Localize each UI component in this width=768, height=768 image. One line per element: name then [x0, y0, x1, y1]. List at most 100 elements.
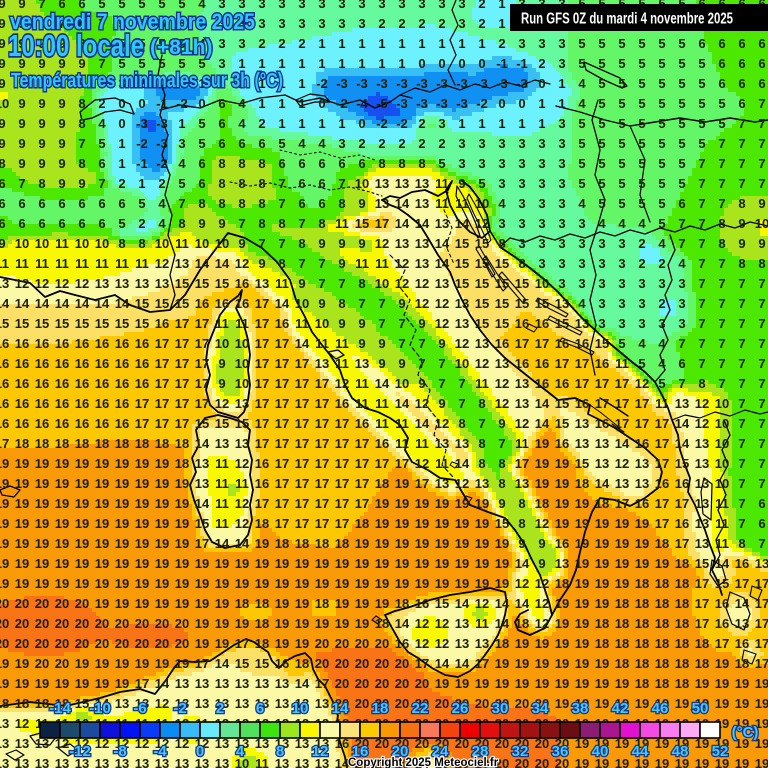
svg-text:19: 19 — [35, 456, 49, 471]
svg-text:3: 3 — [618, 296, 625, 311]
svg-text:4: 4 — [618, 216, 626, 231]
svg-text:17: 17 — [355, 476, 369, 491]
svg-text:5: 5 — [658, 216, 665, 231]
svg-text:4: 4 — [578, 96, 586, 111]
svg-text:16: 16 — [55, 416, 69, 431]
svg-text:5: 5 — [618, 136, 625, 151]
svg-text:-3: -3 — [436, 96, 448, 111]
svg-text:0: 0 — [418, 56, 425, 71]
svg-text:9: 9 — [18, 136, 25, 151]
svg-text:17: 17 — [255, 436, 269, 451]
svg-text:16: 16 — [95, 336, 109, 351]
svg-text:17: 17 — [255, 296, 269, 311]
svg-text:16: 16 — [535, 316, 549, 331]
svg-text:16: 16 — [35, 416, 49, 431]
svg-text:3: 3 — [558, 56, 565, 71]
svg-text:16: 16 — [555, 336, 569, 351]
svg-text:1: 1 — [318, 56, 325, 71]
svg-text:19: 19 — [35, 536, 49, 551]
svg-text:19: 19 — [15, 516, 29, 531]
svg-text:7: 7 — [498, 436, 505, 451]
svg-text:7: 7 — [718, 356, 725, 371]
svg-text:3: 3 — [578, 236, 585, 251]
svg-text:12: 12 — [635, 376, 649, 391]
svg-text:15: 15 — [455, 276, 469, 291]
svg-text:8: 8 — [198, 196, 205, 211]
svg-text:19: 19 — [155, 496, 169, 511]
svg-text:5: 5 — [598, 176, 605, 191]
svg-text:12: 12 — [75, 276, 89, 291]
svg-text:13: 13 — [515, 376, 529, 391]
svg-text:13: 13 — [155, 276, 169, 291]
svg-text:17: 17 — [175, 356, 189, 371]
svg-text:19: 19 — [35, 476, 49, 491]
svg-text:11: 11 — [75, 256, 89, 271]
svg-text:16: 16 — [55, 376, 69, 391]
svg-text:5: 5 — [638, 356, 645, 371]
svg-text:6: 6 — [38, 196, 45, 211]
svg-text:9: 9 — [238, 236, 245, 251]
svg-text:3: 3 — [558, 116, 565, 131]
svg-text:3: 3 — [618, 256, 625, 271]
svg-text:1: 1 — [258, 56, 265, 71]
svg-text:7: 7 — [338, 276, 345, 291]
svg-text:5: 5 — [578, 176, 585, 191]
svg-text:7: 7 — [358, 296, 365, 311]
svg-text:3: 3 — [458, 156, 465, 171]
svg-text:7: 7 — [278, 196, 285, 211]
svg-text:1: 1 — [498, 0, 505, 11]
svg-text:15: 15 — [475, 276, 489, 291]
svg-text:6: 6 — [0, 176, 6, 191]
svg-text:7: 7 — [698, 296, 705, 311]
svg-text:7: 7 — [398, 336, 405, 351]
svg-text:1: 1 — [138, 176, 145, 191]
svg-text:13: 13 — [635, 456, 649, 471]
svg-text:16: 16 — [335, 396, 349, 411]
svg-text:3: 3 — [518, 176, 525, 191]
svg-text:17: 17 — [295, 436, 309, 451]
svg-text:11: 11 — [375, 256, 389, 271]
svg-text:17: 17 — [415, 476, 429, 491]
svg-text:1: 1 — [358, 36, 365, 51]
svg-text:17: 17 — [315, 476, 329, 491]
svg-text:7: 7 — [758, 416, 765, 431]
svg-text:-3: -3 — [376, 76, 388, 91]
svg-text:3: 3 — [558, 236, 565, 251]
svg-text:7: 7 — [738, 396, 745, 411]
svg-text:1: 1 — [338, 56, 345, 71]
svg-text:6: 6 — [738, 96, 745, 111]
svg-text:-3: -3 — [416, 96, 428, 111]
svg-text:7: 7 — [738, 136, 745, 151]
svg-text:19: 19 — [575, 496, 589, 511]
svg-text:19: 19 — [555, 456, 569, 471]
svg-text:10: 10 — [0, 96, 9, 111]
svg-text:18: 18 — [155, 436, 169, 451]
svg-text:8: 8 — [478, 396, 485, 411]
svg-text:3: 3 — [538, 136, 545, 151]
svg-text:2: 2 — [418, 136, 425, 151]
svg-text:-2: -2 — [476, 96, 488, 111]
svg-text:19: 19 — [115, 476, 129, 491]
svg-text:17: 17 — [675, 496, 689, 511]
svg-text:3: 3 — [538, 256, 545, 271]
svg-text:3: 3 — [458, 16, 465, 31]
svg-text:12: 12 — [415, 396, 429, 411]
svg-text:17: 17 — [275, 416, 289, 431]
svg-text:19: 19 — [0, 456, 9, 471]
svg-text:11: 11 — [615, 356, 629, 371]
svg-text:5: 5 — [678, 136, 685, 151]
svg-text:9: 9 — [0, 36, 6, 51]
svg-text:16: 16 — [555, 436, 569, 451]
svg-text:7: 7 — [178, 196, 185, 211]
svg-text:7: 7 — [738, 436, 745, 451]
svg-text:11: 11 — [235, 476, 249, 491]
svg-text:16: 16 — [135, 336, 149, 351]
svg-text:11: 11 — [215, 496, 229, 511]
svg-text:8: 8 — [518, 516, 525, 531]
svg-text:6: 6 — [278, 156, 285, 171]
svg-text:3: 3 — [538, 196, 545, 211]
svg-text:1: 1 — [418, 36, 425, 51]
svg-text:3: 3 — [578, 256, 585, 271]
svg-text:10: 10 — [715, 456, 729, 471]
svg-text:5: 5 — [578, 136, 585, 151]
